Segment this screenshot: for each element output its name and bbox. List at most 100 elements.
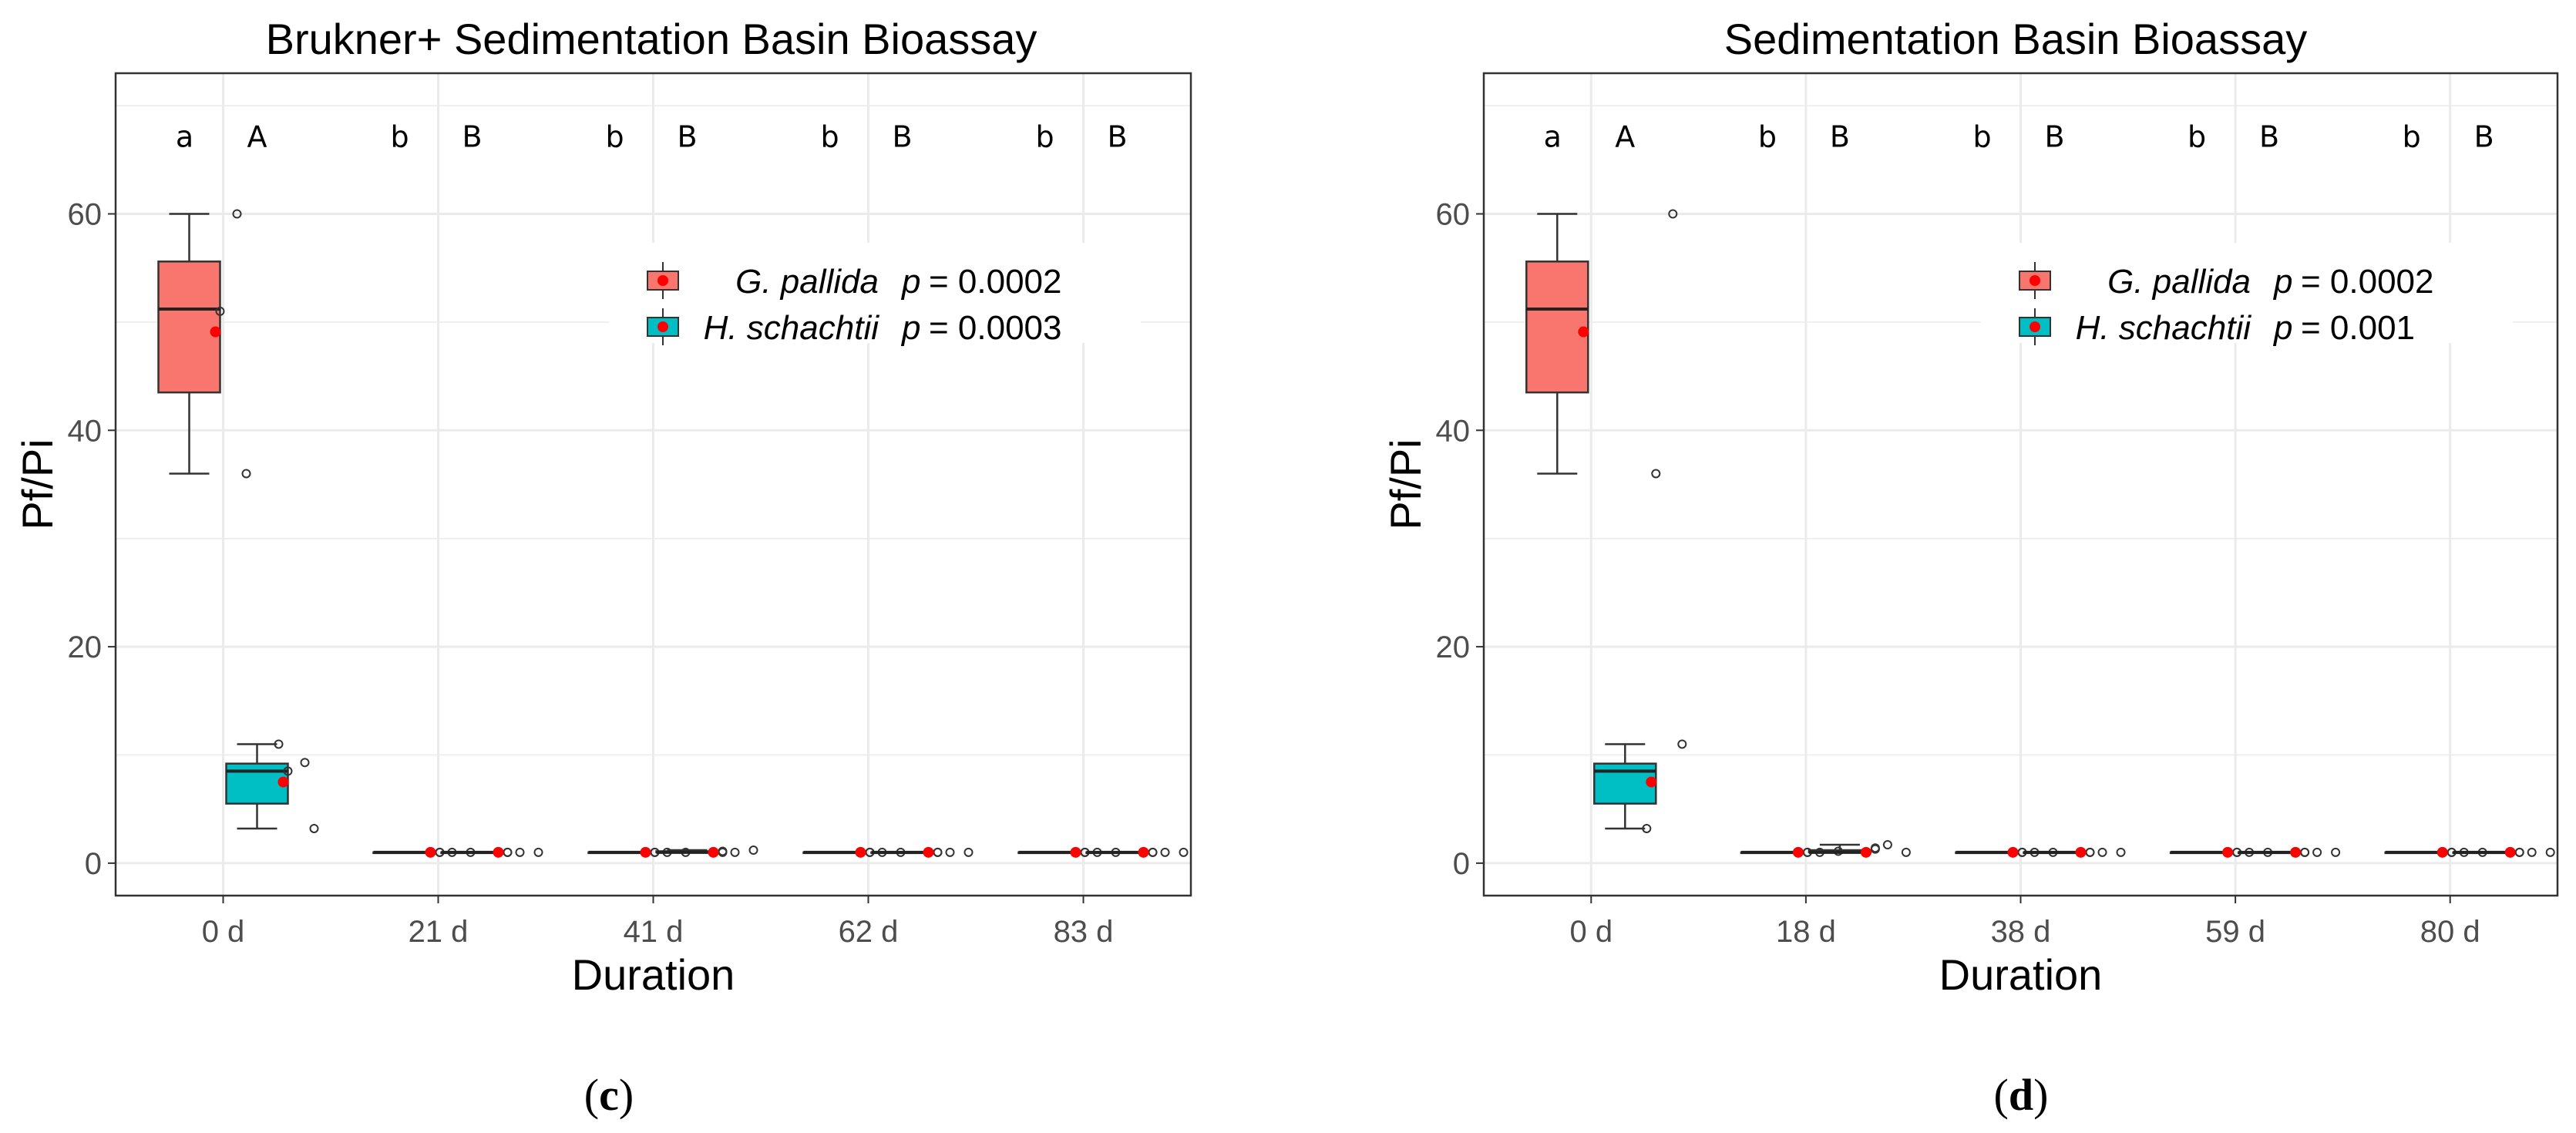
- box-h-schachtii: [1808, 840, 1911, 858]
- data-point: [1901, 847, 1911, 857]
- x-tick-label: 80 d: [2420, 915, 2480, 949]
- legend-p-value: = 0.0002: [929, 263, 1062, 301]
- legend-key-mean: [2030, 321, 2040, 332]
- box-h-schachtii: [2023, 846, 2126, 858]
- data-point: [515, 847, 525, 857]
- mean-point: [2075, 846, 2087, 858]
- data-point: [2312, 847, 2322, 857]
- box-g-pallida: [157, 209, 251, 479]
- significance-letter-g-pallida: b: [390, 119, 409, 153]
- box-h-schachtii: [1593, 209, 1687, 833]
- chart-title: Sedimentation Basin Bioassay: [1724, 15, 2307, 63]
- data-point: [1148, 847, 1158, 857]
- y-tick-label: 40: [1436, 414, 1471, 448]
- legend-p-value: = 0.0002: [2301, 263, 2434, 301]
- x-tick-label: 18 d: [1776, 915, 1836, 949]
- box-h-schachtii: [440, 846, 543, 858]
- box-h-schachtii: [225, 739, 319, 833]
- box-g-pallida: [802, 846, 906, 858]
- significance-letter-g-pallida: b: [2403, 119, 2421, 153]
- x-axis-label: Duration: [572, 950, 735, 999]
- panel-border: [114, 72, 1192, 897]
- mean-point: [2007, 846, 2019, 858]
- significance-letter-h-schachtii: B: [2044, 119, 2064, 153]
- mean-point: [640, 846, 651, 858]
- mean-point: [708, 846, 719, 858]
- data-point: [2527, 847, 2537, 857]
- data-point: [274, 739, 284, 749]
- legend-background: [609, 243, 1141, 343]
- data-point: [232, 209, 242, 219]
- data-point: [1651, 469, 1661, 479]
- y-axis-label: Pf/Pi: [13, 439, 62, 530]
- data-point: [1677, 739, 1687, 749]
- legend-p-label: p: [900, 309, 920, 347]
- significance-letter-g-pallida: b: [820, 119, 839, 153]
- mean-point: [2436, 846, 2448, 858]
- panel-label-c: (c): [584, 1070, 634, 1120]
- mean-point: [210, 326, 221, 338]
- y-axis-label: Pf/Pi: [1381, 439, 1430, 530]
- legend-species-label: G. pallida: [2107, 263, 2251, 301]
- box-h-schachtii: [2452, 846, 2555, 858]
- data-point: [309, 823, 319, 833]
- data-point: [2545, 847, 2555, 857]
- y-tick-label: 20: [1436, 630, 1471, 664]
- mean-point: [1792, 846, 1804, 858]
- data-point: [283, 766, 293, 776]
- mean-point: [923, 846, 934, 858]
- legend-species-label: H. schachtii: [704, 309, 880, 347]
- x-tick-label: 0 d: [1569, 915, 1613, 949]
- data-point: [533, 847, 543, 857]
- data-point: [945, 847, 955, 857]
- y-tick-label: 20: [68, 630, 103, 664]
- data-point: [1160, 847, 1170, 857]
- x-tick-label: 83 d: [1054, 915, 1114, 949]
- legend: G. pallida p = 0.0002 H. schachtii p = 0.001: [1981, 243, 2513, 347]
- legend-p-label: p: [900, 263, 920, 301]
- significance-letter-h-schachtii: B: [677, 119, 697, 153]
- significance-letter-h-schachtii: B: [1830, 119, 1850, 153]
- mean-point: [2222, 846, 2234, 858]
- legend-p-label: p: [2272, 263, 2292, 301]
- chart-panel-c: Brukner+ Sedimentation Basin Bioassay 0 20…: [13, 15, 1192, 999]
- legend-p-value: = 0.0003: [929, 309, 1062, 347]
- legend-key-mean: [2030, 275, 2040, 286]
- mean-point: [425, 846, 436, 858]
- x-tick-label: 21 d: [409, 915, 469, 949]
- significance-letter-g-pallida: b: [1035, 119, 1054, 153]
- data-point: [933, 847, 943, 857]
- y-tick-label: 0: [1453, 847, 1470, 881]
- x-tick-label: 62 d: [839, 915, 899, 949]
- mean-point: [2504, 846, 2516, 858]
- y-tick-label: 0: [85, 847, 102, 881]
- significance-letter-h-schachtii: B: [2474, 119, 2494, 153]
- mean-point: [1138, 846, 1149, 858]
- legend-background: [1981, 243, 2513, 343]
- data-point: [2300, 847, 2310, 857]
- data-point: [1642, 823, 1652, 833]
- significance-letter-g-pallida: a: [1544, 119, 1562, 153]
- y-tick-label: 60: [1436, 198, 1471, 232]
- significance-letter-g-pallida: a: [176, 119, 193, 153]
- legend-species-label: G. pallida: [735, 263, 879, 301]
- data-point: [1870, 843, 1880, 853]
- significance-letter-g-pallida: b: [605, 119, 624, 153]
- significance-letter-h-schachtii: B: [892, 119, 912, 153]
- x-tick-label: 38 d: [1991, 915, 2051, 949]
- data-point: [1668, 209, 1678, 219]
- y-tick-label: 40: [68, 414, 103, 448]
- box-g-pallida: [1525, 213, 1589, 475]
- data-point: [2085, 847, 2095, 857]
- x-tick-label: 0 d: [202, 915, 245, 949]
- significance-letter-h-schachtii: B: [2259, 119, 2279, 153]
- box-body: [157, 261, 221, 394]
- chart-panel-d: Sedimentation Basin Bioassay 0 20 40 60 0 d 18…: [1381, 15, 2559, 999]
- significance-letter-g-pallida: b: [1972, 119, 1991, 153]
- significance-letter-g-pallida: b: [1758, 119, 1777, 153]
- significance-letter-h-schachtii: B: [1107, 119, 1127, 153]
- legend-p-label: p: [2272, 309, 2292, 347]
- data-point: [1882, 840, 1892, 850]
- legend-species-label: H. schachtii: [2076, 309, 2252, 347]
